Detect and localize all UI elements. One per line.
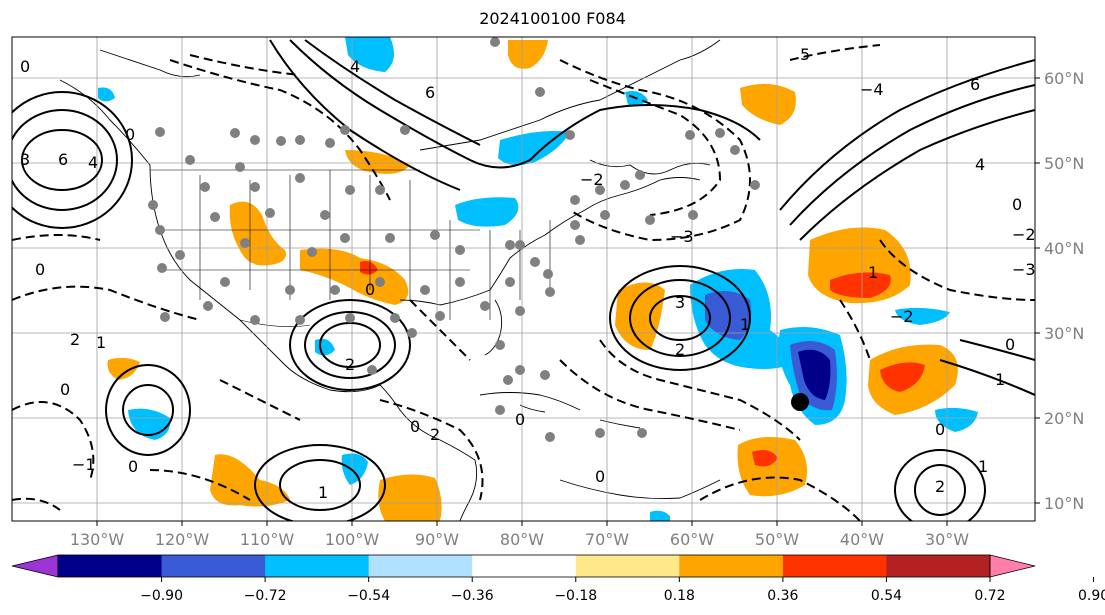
contour-label: 4 — [88, 153, 98, 172]
contour-label: −2 — [1012, 225, 1036, 244]
contour-label: −4 — [860, 80, 884, 99]
contour-label: 1 — [978, 457, 988, 476]
contour-labels: 6 3 4 0 0 2 2 3 1 0 −1 0 1 −3 2 1 1 0 6 … — [20, 45, 1036, 502]
contour-label: 0 — [410, 417, 420, 436]
colorbar-tick-label: 0.72 — [974, 588, 1005, 604]
latitude-labels: 60°N 50°N 40°N 30°N 20°N 10°N — [1044, 69, 1084, 513]
axis-ticks — [96, 77, 1040, 526]
lat-label: 20°N — [1044, 409, 1084, 428]
contour-label: 4 — [350, 57, 360, 76]
colorbar-segment — [265, 555, 370, 577]
colorbar-tick-label: −0.18 — [554, 588, 597, 604]
map-title: 2024100100 F084 — [479, 9, 626, 28]
colorbar-extend-high — [989, 554, 1036, 578]
colorbar-tick-label: −0.72 — [244, 588, 287, 604]
lat-label: 30°N — [1044, 324, 1084, 343]
contour-label: −2 — [890, 307, 914, 326]
colorbar-tick-label: 0.90 — [1078, 588, 1105, 604]
contour-label: 2 — [70, 330, 80, 349]
contour-label: 0 — [935, 420, 945, 439]
colorbar-tick-label: −0.90 — [140, 588, 183, 604]
contour-label: 1 — [995, 370, 1005, 389]
contour-label: 1 — [868, 263, 878, 282]
contour-label: 0 — [128, 457, 138, 476]
contour-label: −2 — [580, 170, 604, 189]
contour-label: 2 — [430, 425, 440, 444]
colorbar-tick-label: −0.36 — [451, 588, 494, 604]
colorbar-tick-label: 0.18 — [664, 588, 695, 604]
contour-label: −3 — [1012, 260, 1036, 279]
colorbar-segment — [161, 555, 266, 577]
contour-label: 2 — [675, 340, 685, 359]
political-borders — [150, 169, 551, 327]
station-dots — [148, 37, 760, 442]
contour-label: 0 — [35, 260, 45, 279]
contour-label: 5 — [800, 45, 810, 64]
lon-label: 130°W — [70, 530, 125, 549]
lat-lon-grid — [12, 37, 1035, 521]
contour-label: 0 — [60, 380, 70, 399]
lon-label: 30°W — [925, 530, 969, 549]
lat-label: 50°N — [1044, 154, 1084, 173]
contour-label: 6 — [425, 83, 435, 102]
map-plot-area: 6 3 4 0 0 2 2 3 1 0 −1 0 1 −3 2 1 1 0 6 … — [12, 37, 1036, 521]
colorbar-tick-label: 0.36 — [767, 588, 798, 604]
contour-label: 0 — [125, 125, 135, 144]
negative-contours — [12, 44, 1035, 521]
colorbar-ticks: −0.90 −0.72 −0.54 −0.36 −0.18 0.18 0.36 0.54 0.7… — [140, 577, 1105, 604]
lon-label: 60°W — [670, 530, 714, 549]
colorbar-tick-label: 0.54 — [871, 588, 902, 604]
contour-label: −1 — [72, 455, 96, 474]
contour-label: 0 — [515, 410, 525, 429]
colorbar: −0.90 −0.72 −0.54 −0.36 −0.18 0.18 0.36 0.54 0.7… — [11, 554, 1105, 604]
colorbar-segment — [886, 555, 991, 577]
lat-label: 10°N — [1044, 494, 1084, 513]
colorbar-segment — [58, 555, 163, 577]
contour-label: 6 — [58, 150, 68, 169]
lon-label: 110°W — [240, 530, 295, 549]
lon-label: 100°W — [325, 530, 380, 549]
colorbar-extend-low — [11, 554, 59, 578]
lon-label: 80°W — [500, 530, 544, 549]
longitude-labels: 130°W 120°W 110°W 100°W 90°W 80°W 70°W 6… — [70, 530, 969, 549]
contour-label: 6 — [970, 75, 980, 94]
lon-label: 50°W — [755, 530, 799, 549]
contour-label: 0 — [20, 57, 30, 76]
contour-label: 3 — [20, 150, 30, 169]
contour-label: 3 — [675, 293, 685, 312]
lat-label: 60°N — [1044, 69, 1084, 88]
contour-label: 1 — [740, 315, 750, 334]
colorbar-segment — [472, 555, 577, 577]
coastlines — [59, 39, 721, 521]
contour-label: 0 — [365, 280, 375, 299]
contour-label: 0 — [595, 467, 605, 486]
lon-label: 40°W — [840, 530, 884, 549]
contour-label: 1 — [318, 483, 328, 502]
colorbar-segment — [575, 555, 680, 577]
contour-label: 1 — [96, 333, 106, 352]
contour-label: −3 — [670, 227, 694, 246]
lon-label: 70°W — [585, 530, 629, 549]
colorbar-segment — [679, 555, 784, 577]
lat-label: 40°N — [1044, 239, 1084, 258]
storm-center-marker — [791, 393, 809, 411]
colorbar-segment — [368, 555, 473, 577]
colorbar-tick-label: −0.54 — [347, 588, 390, 604]
colorbar-segment — [782, 555, 887, 577]
contour-label: 4 — [975, 155, 985, 174]
contour-label: 2 — [345, 355, 355, 374]
contour-label: 0 — [1005, 335, 1015, 354]
colorbar-segments — [11, 554, 1036, 578]
lon-label: 90°W — [415, 530, 459, 549]
contour-label: 2 — [935, 477, 945, 496]
contour-label: 0 — [1012, 195, 1022, 214]
colorbar-outline — [57, 554, 991, 578]
lon-label: 120°W — [155, 530, 210, 549]
map-frame — [11, 36, 1036, 522]
